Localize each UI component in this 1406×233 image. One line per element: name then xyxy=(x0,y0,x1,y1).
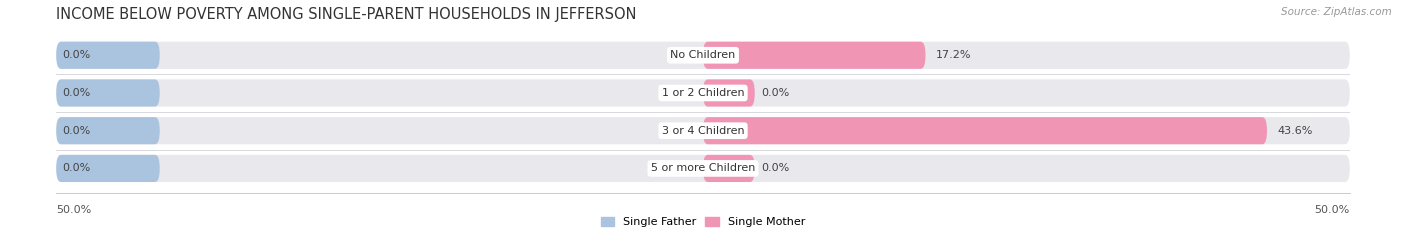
Text: 0.0%: 0.0% xyxy=(63,126,91,136)
FancyBboxPatch shape xyxy=(703,155,755,182)
Text: 0.0%: 0.0% xyxy=(63,163,91,173)
Text: No Children: No Children xyxy=(671,50,735,60)
FancyBboxPatch shape xyxy=(56,42,1350,69)
Text: 5 or more Children: 5 or more Children xyxy=(651,163,755,173)
Text: 0.0%: 0.0% xyxy=(761,88,789,98)
Text: 50.0%: 50.0% xyxy=(1315,205,1350,215)
Text: INCOME BELOW POVERTY AMONG SINGLE-PARENT HOUSEHOLDS IN JEFFERSON: INCOME BELOW POVERTY AMONG SINGLE-PARENT… xyxy=(56,7,637,22)
Text: Source: ZipAtlas.com: Source: ZipAtlas.com xyxy=(1281,7,1392,17)
Text: 17.2%: 17.2% xyxy=(936,50,972,60)
Text: 50.0%: 50.0% xyxy=(56,205,91,215)
FancyBboxPatch shape xyxy=(56,79,1350,106)
Text: 3 or 4 Children: 3 or 4 Children xyxy=(662,126,744,136)
FancyBboxPatch shape xyxy=(56,42,160,69)
FancyBboxPatch shape xyxy=(703,79,755,106)
Text: 1 or 2 Children: 1 or 2 Children xyxy=(662,88,744,98)
FancyBboxPatch shape xyxy=(56,155,160,182)
FancyBboxPatch shape xyxy=(56,117,1350,144)
Text: 0.0%: 0.0% xyxy=(63,50,91,60)
FancyBboxPatch shape xyxy=(56,155,1350,182)
Legend: Single Father, Single Mother: Single Father, Single Mother xyxy=(600,217,806,227)
FancyBboxPatch shape xyxy=(703,42,925,69)
FancyBboxPatch shape xyxy=(56,117,160,144)
FancyBboxPatch shape xyxy=(703,117,1267,144)
Text: 43.6%: 43.6% xyxy=(1277,126,1313,136)
Text: 0.0%: 0.0% xyxy=(63,88,91,98)
Text: 0.0%: 0.0% xyxy=(761,163,789,173)
FancyBboxPatch shape xyxy=(56,79,160,106)
